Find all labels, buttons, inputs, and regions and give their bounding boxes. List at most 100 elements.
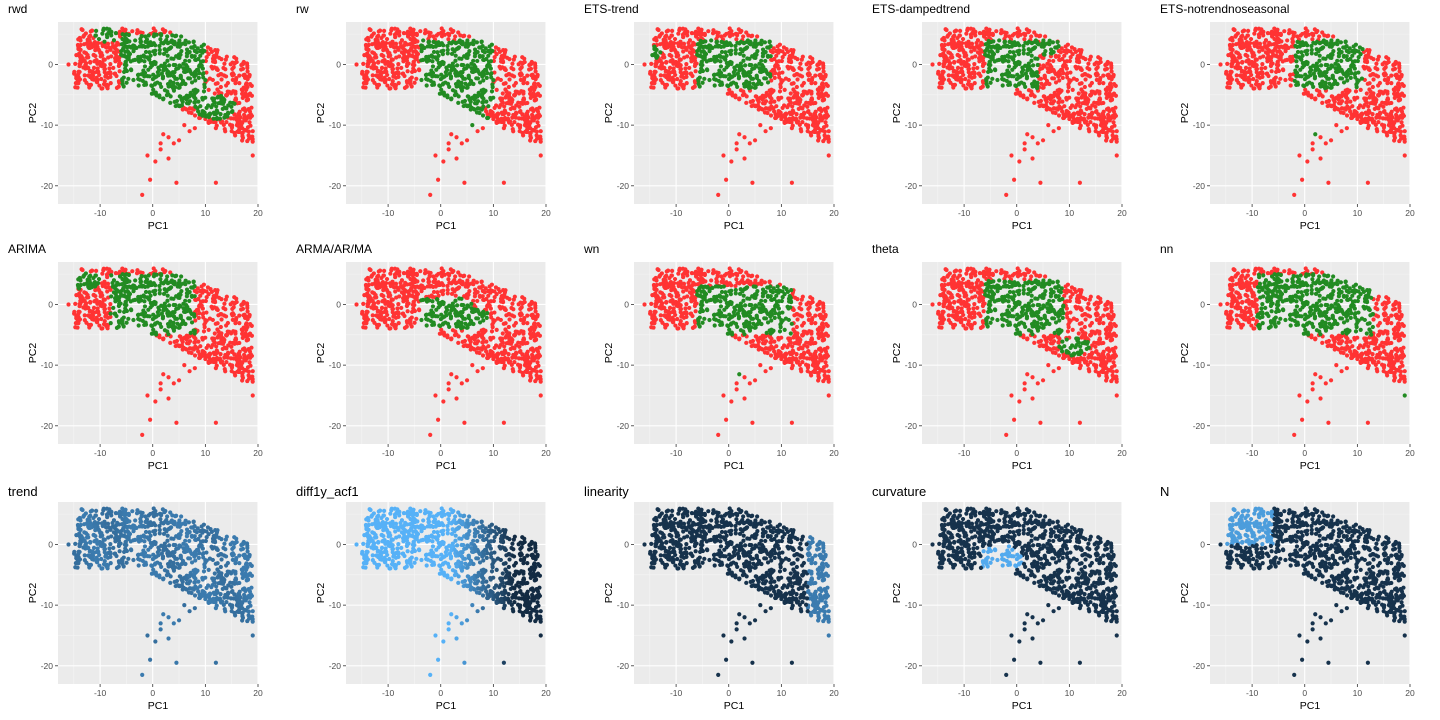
data-point	[373, 52, 378, 58]
data-point	[940, 69, 945, 74]
data-point	[985, 84, 990, 89]
data-point	[1353, 42, 1359, 47]
data-point	[1017, 90, 1022, 95]
data-point	[200, 59, 206, 64]
data-point	[1030, 84, 1035, 89]
data-point	[222, 127, 227, 132]
data-point	[1347, 109, 1353, 114]
data-point	[963, 41, 969, 46]
data-point	[1382, 109, 1387, 114]
data-point	[1041, 55, 1046, 61]
data-point	[733, 31, 739, 36]
data-point	[192, 91, 197, 96]
data-point	[720, 55, 726, 60]
data-point	[750, 98, 756, 104]
data-point	[431, 44, 436, 49]
data-point	[168, 71, 173, 76]
data-point	[1333, 66, 1338, 71]
data-point	[790, 66, 795, 71]
data-point	[168, 94, 173, 99]
data-point	[214, 104, 219, 109]
data-point	[186, 40, 192, 45]
data-point	[481, 87, 486, 92]
data-point	[1300, 31, 1305, 37]
data-point	[992, 67, 998, 72]
data-point	[978, 85, 984, 90]
data-point	[427, 34, 432, 39]
data-point	[1392, 62, 1397, 67]
data-point	[1000, 59, 1006, 64]
data-point	[1234, 50, 1239, 55]
data-point	[1390, 115, 1395, 120]
data-point	[1382, 100, 1387, 106]
data-point	[1029, 89, 1034, 94]
data-point	[452, 93, 458, 98]
data-point	[1007, 34, 1012, 39]
data-point	[1099, 129, 1104, 134]
points-layer	[66, 266, 255, 437]
data-point	[500, 91, 505, 96]
data-point	[1320, 94, 1325, 99]
data-point	[1357, 113, 1362, 118]
data-point	[85, 52, 90, 58]
data-point	[986, 32, 992, 38]
data-point	[814, 115, 819, 120]
data-point	[1258, 55, 1263, 60]
data-point	[1329, 55, 1334, 61]
data-point	[695, 48, 700, 54]
data-point	[1283, 58, 1288, 63]
data-point	[484, 75, 489, 80]
data-point	[447, 84, 452, 89]
data-point	[1218, 62, 1223, 67]
data-point	[76, 37, 81, 42]
data-point	[782, 120, 787, 125]
data-point	[398, 40, 403, 46]
data-point	[459, 73, 464, 79]
data-point	[790, 54, 795, 59]
data-point	[157, 47, 162, 53]
data-point	[778, 82, 783, 87]
data-point	[813, 81, 818, 86]
data-point	[1053, 80, 1059, 85]
data-point	[652, 37, 657, 42]
data-point	[771, 46, 776, 51]
data-point	[245, 309, 250, 314]
data-point	[969, 86, 974, 91]
data-point	[436, 53, 441, 58]
data-point	[488, 72, 493, 77]
data-point	[108, 74, 113, 79]
data-point	[447, 71, 452, 76]
data-point	[1240, 73, 1245, 79]
data-point	[463, 44, 468, 49]
data-point	[1402, 153, 1407, 158]
data-point	[521, 133, 526, 138]
data-point	[203, 95, 208, 100]
data-point	[972, 62, 977, 67]
data-point	[1051, 129, 1056, 134]
data-point	[1068, 54, 1073, 60]
data-point	[742, 84, 747, 89]
data-point	[1277, 45, 1282, 50]
data-point	[1367, 110, 1372, 115]
data-point	[393, 41, 399, 46]
data-point	[214, 54, 219, 59]
data-point	[759, 58, 764, 63]
data-point	[944, 27, 949, 33]
data-point	[168, 100, 173, 105]
data-point	[511, 114, 516, 119]
data-point	[157, 51, 162, 56]
data-point	[668, 44, 673, 49]
y-tick-label: 0	[1200, 59, 1205, 69]
data-point	[813, 73, 818, 78]
data-point	[987, 27, 992, 32]
data-point	[125, 56, 131, 61]
data-point	[789, 126, 794, 131]
data-point	[1310, 141, 1315, 146]
data-point	[1279, 51, 1285, 57]
data-point	[1067, 77, 1072, 83]
data-point	[1056, 91, 1061, 96]
data-point	[504, 73, 509, 78]
data-point	[1380, 62, 1385, 67]
x-axis-label: PC1	[1300, 220, 1321, 232]
